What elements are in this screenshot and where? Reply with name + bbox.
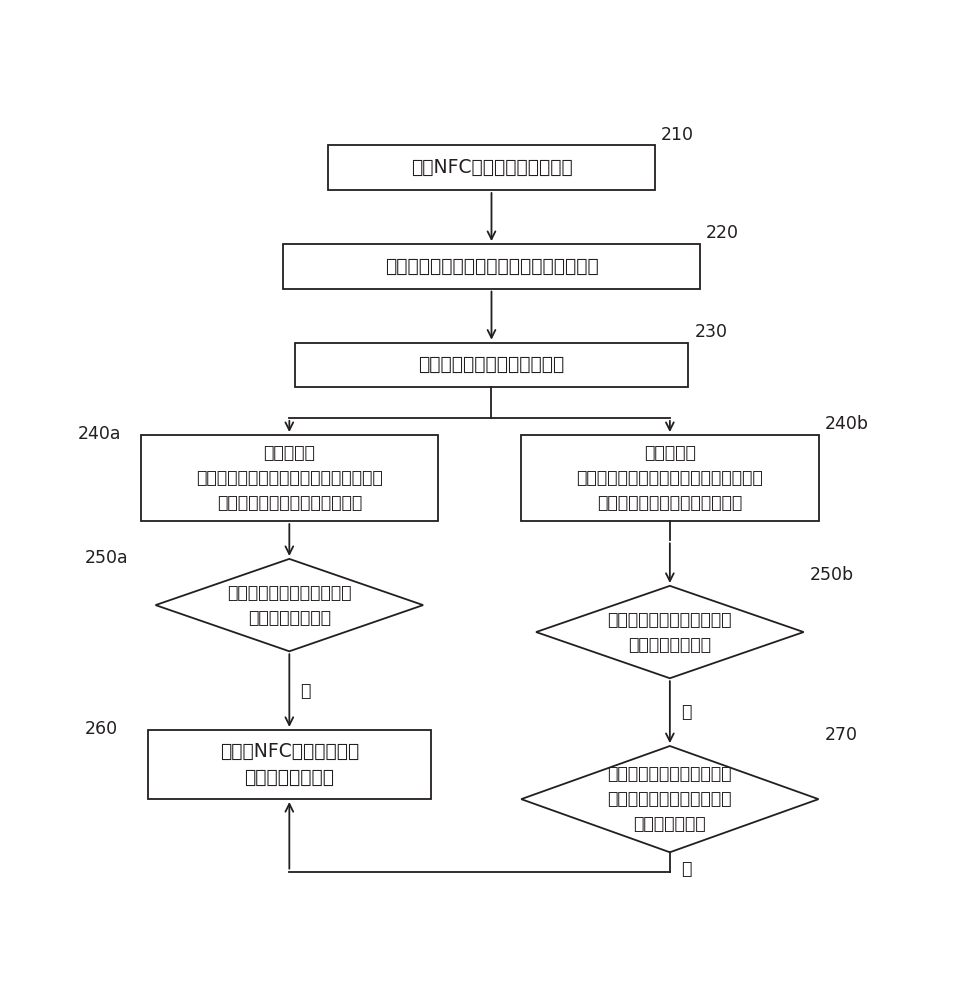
Bar xyxy=(148,730,431,799)
Bar xyxy=(522,435,818,521)
Text: 是: 是 xyxy=(300,682,311,700)
Text: 240a: 240a xyxy=(78,425,121,443)
Bar xyxy=(141,435,438,521)
Text: 获取所述类别对应的安全等级: 获取所述类别对应的安全等级 xyxy=(418,355,565,374)
Text: 230: 230 xyxy=(694,323,727,341)
Text: 240b: 240b xyxy=(825,415,869,433)
Text: 向所述NFC读取设备发送
所述用户卡的信息: 向所述NFC读取设备发送 所述用户卡的信息 xyxy=(220,742,359,787)
Text: 接收NFC读取设备的读卡信息: 接收NFC读取设备的读卡信息 xyxy=(410,158,573,177)
Text: 260: 260 xyxy=(85,720,118,738)
Text: 220: 220 xyxy=(706,224,738,242)
Text: 判断所述生物特征识别验证
信息是否通过验证: 判断所述生物特征识别验证 信息是否通过验证 xyxy=(608,611,732,654)
Text: 若所述加密
安全等级为单次加密安全等级，则获取用
户输入的生物特征识别验证信息: 若所述加密 安全等级为单次加密安全等级，则获取用 户输入的生物特征识别验证信息 xyxy=(196,444,383,512)
Bar xyxy=(328,145,655,190)
Polygon shape xyxy=(536,586,804,678)
Bar xyxy=(294,343,689,387)
Text: 若所述加密
安全等级为双重加密安全等级，则获取用
户输入的生物特征识别验证信息: 若所述加密 安全等级为双重加密安全等级，则获取用 户输入的生物特征识别验证信息 xyxy=(576,444,763,512)
Polygon shape xyxy=(155,559,423,651)
Text: 获取用户输入的密码验证信
息，并判断所述密码验证信
息是否通过验证: 获取用户输入的密码验证信 息，并判断所述密码验证信 息是否通过验证 xyxy=(608,765,732,833)
Text: 270: 270 xyxy=(825,726,857,744)
Text: 250b: 250b xyxy=(809,566,854,584)
Bar xyxy=(284,244,700,289)
Polygon shape xyxy=(522,746,818,852)
Text: 判断所述生物特征识别验证
信息是否通过验证: 判断所述生物特征识别验证 信息是否通过验证 xyxy=(227,584,352,627)
Text: 是: 是 xyxy=(681,703,691,721)
Text: 获取所述读卡信息对应的用户卡所属的类别: 获取所述读卡信息对应的用户卡所属的类别 xyxy=(385,257,598,276)
Text: 250a: 250a xyxy=(85,549,129,567)
Text: 是: 是 xyxy=(681,860,691,878)
Text: 210: 210 xyxy=(661,126,694,144)
